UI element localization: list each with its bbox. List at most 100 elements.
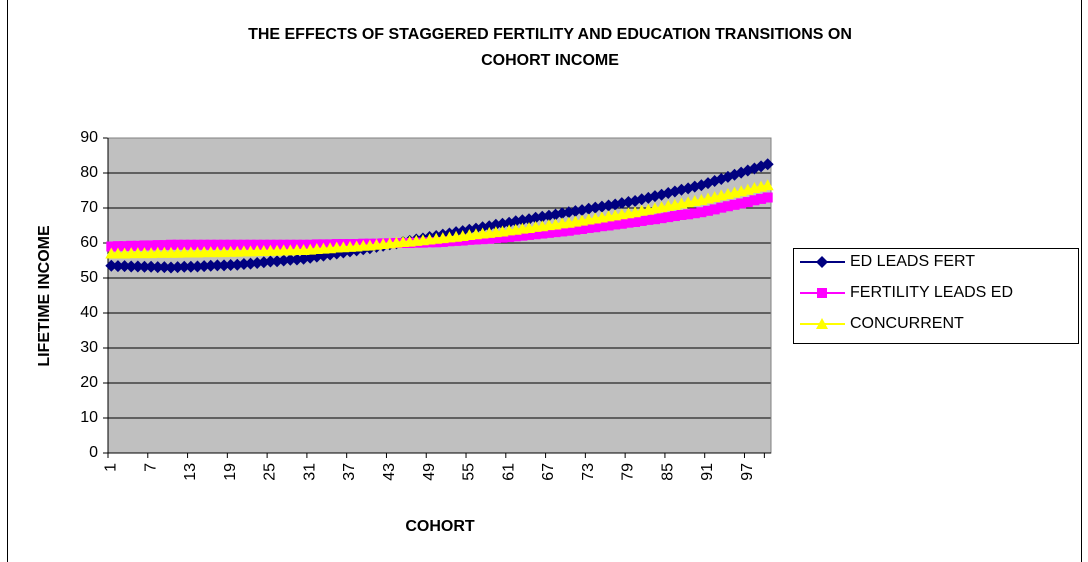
x-tick-label: 49 (421, 463, 438, 481)
point (490, 233, 501, 244)
point (224, 259, 237, 272)
point (284, 253, 297, 266)
x-axis-label: COHORT (405, 518, 475, 535)
point (171, 261, 184, 274)
point (543, 227, 554, 238)
point (198, 260, 211, 273)
point (570, 224, 581, 235)
point (132, 240, 143, 251)
chart-title: THE EFFECTS OF STAGGERED FERTILITY AND E… (248, 26, 852, 43)
point (742, 197, 753, 208)
point (152, 240, 163, 251)
point (185, 239, 196, 250)
point (159, 240, 170, 251)
point (504, 232, 515, 243)
y-tick-label: 10 (80, 409, 98, 426)
point (178, 260, 191, 273)
x-tick-label: 85 (659, 463, 676, 481)
point (191, 260, 204, 273)
x-tick-label: 67 (540, 463, 557, 481)
point (577, 224, 588, 234)
x-tick-label: 43 (381, 463, 398, 481)
y-tick-label: 80 (80, 164, 98, 181)
legend-label: FERTILITY LEADS ED (850, 284, 1013, 301)
point (204, 259, 217, 272)
x-tick-label: 61 (500, 463, 517, 481)
x-tick-label: 19 (222, 463, 239, 481)
point (105, 259, 118, 272)
point (118, 260, 131, 273)
point (146, 240, 157, 251)
point (179, 239, 190, 250)
point (603, 220, 614, 231)
point (232, 239, 243, 250)
chart-title: COHORT INCOME (481, 52, 619, 69)
point (125, 260, 138, 273)
point (649, 214, 660, 225)
point (583, 222, 594, 233)
point (709, 204, 720, 215)
y-tick-label: 60 (80, 234, 98, 251)
point (683, 209, 694, 220)
y-tick-label: 0 (89, 444, 98, 461)
point (537, 228, 548, 239)
point (729, 199, 740, 210)
point (636, 215, 647, 226)
x-tick-label: 1 (103, 463, 120, 472)
point (630, 217, 641, 227)
point (477, 234, 488, 245)
point (643, 214, 654, 225)
y-tick-label: 70 (80, 199, 98, 216)
point (106, 241, 117, 252)
point (218, 259, 231, 272)
point (145, 260, 158, 273)
point (111, 260, 124, 273)
point (550, 227, 561, 238)
x-tick-label: 91 (699, 463, 716, 481)
y-tick-label: 20 (80, 374, 98, 391)
point (557, 226, 568, 237)
point (736, 198, 747, 209)
point (616, 218, 627, 229)
point (656, 213, 667, 224)
point (590, 222, 601, 233)
x-tick-label: 31 (301, 463, 318, 481)
point (165, 239, 176, 250)
point (139, 240, 150, 251)
y-tick-label: 90 (80, 129, 98, 146)
point (563, 225, 574, 236)
x-tick-label: 13 (182, 463, 199, 481)
point (663, 212, 674, 223)
point (304, 251, 317, 264)
x-tick-label: 55 (461, 463, 478, 481)
point (530, 229, 541, 240)
point (484, 233, 495, 244)
point (596, 221, 607, 232)
legend-marker (816, 318, 828, 329)
point (749, 195, 760, 206)
point (610, 219, 621, 230)
point (245, 239, 256, 250)
legend-marker (817, 288, 827, 298)
point (252, 239, 263, 250)
point (703, 205, 714, 216)
point (212, 239, 223, 250)
point (761, 158, 774, 171)
x-tick-label: 7 (142, 463, 159, 472)
point (761, 179, 774, 191)
point (762, 192, 773, 203)
y-tick-label: 50 (80, 269, 98, 286)
point (237, 258, 250, 270)
plot-area (108, 138, 771, 453)
point (722, 201, 733, 212)
point (219, 239, 230, 250)
point (524, 229, 535, 240)
point (172, 239, 183, 250)
point (192, 239, 203, 250)
legend-label: CONCURRENT (850, 315, 964, 332)
y-tick-label: 40 (80, 304, 98, 321)
point (264, 255, 277, 268)
x-tick-label: 79 (620, 463, 637, 481)
point (497, 232, 508, 243)
